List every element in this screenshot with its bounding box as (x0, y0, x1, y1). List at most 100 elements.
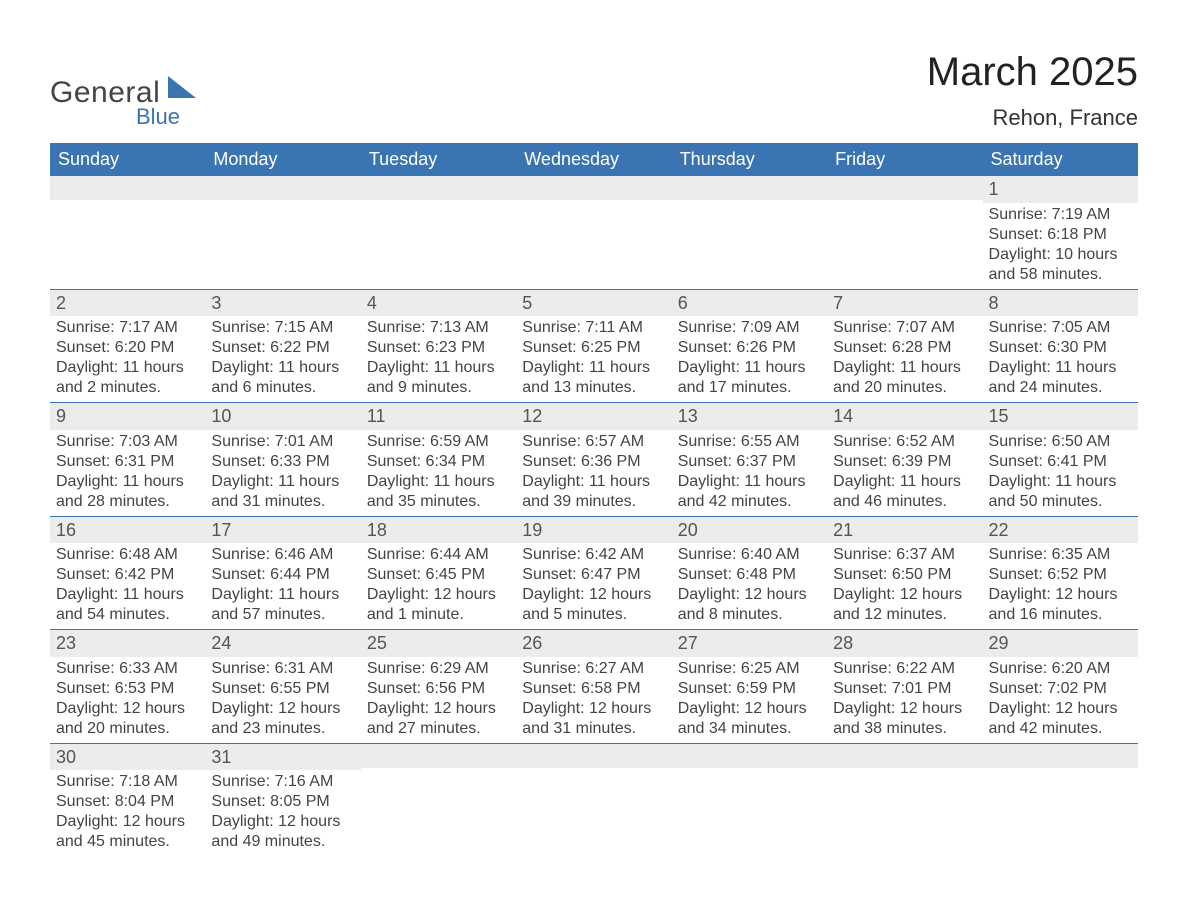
calendar-day-cell (672, 743, 827, 856)
sunset-line: Sunset: 6:52 PM (989, 565, 1132, 585)
day-number: 28 (827, 630, 982, 657)
day-header: Tuesday (361, 143, 516, 176)
day-number: 12 (516, 403, 671, 430)
sunset-line-label: Sunset: (989, 453, 1048, 470)
calendar-day-cell (516, 743, 671, 856)
sunset-line-label: Sunset: (56, 566, 115, 583)
sunrise-line-label: Sunrise: (833, 546, 896, 563)
sunrise-line-value: 7:16 AM (275, 773, 334, 790)
calendar-day-cell (50, 176, 205, 289)
day-number: 1 (983, 176, 1138, 203)
sunrise-line-label: Sunrise: (989, 319, 1052, 336)
sunrise-line: Sunrise: 6:27 AM (522, 659, 665, 679)
sunset-line-label: Sunset: (833, 680, 892, 697)
sunrise-line-value: 6:33 AM (119, 660, 178, 677)
sunset-line: Sunset: 8:04 PM (56, 792, 199, 812)
sunset-line-label: Sunset: (522, 680, 581, 697)
daylight-line: Daylight: 12 hours and 38 minutes. (833, 699, 976, 739)
daylight-line-label: Daylight: (678, 586, 745, 603)
calendar-day-cell: 19Sunrise: 6:42 AMSunset: 6:47 PMDayligh… (516, 516, 671, 630)
sunset-line: Sunset: 6:55 PM (211, 679, 354, 699)
day-details: Sunrise: 7:17 AMSunset: 6:20 PMDaylight:… (50, 316, 205, 402)
sunset-line-label: Sunset: (211, 680, 270, 697)
calendar-day-cell: 29Sunrise: 6:20 AMSunset: 7:02 PMDayligh… (983, 630, 1138, 744)
sunrise-line: Sunrise: 7:19 AM (989, 205, 1132, 225)
sunset-line-value: 6:34 PM (426, 453, 486, 470)
sunrise-line: Sunrise: 6:59 AM (367, 432, 510, 452)
day-number: 22 (983, 517, 1138, 544)
daylight-line-label: Daylight: (56, 700, 123, 717)
sunrise-line-value: 6:44 AM (430, 546, 489, 563)
sunset-line-label: Sunset: (56, 680, 115, 697)
sunrise-line-label: Sunrise: (56, 433, 119, 450)
daylight-line-label: Daylight: (522, 586, 589, 603)
calendar-day-cell: 30Sunrise: 7:18 AMSunset: 8:04 PMDayligh… (50, 743, 205, 856)
daylight-line: Daylight: 11 hours and 20 minutes. (833, 358, 976, 398)
daylight-line-label: Daylight: (211, 586, 278, 603)
day-details: Sunrise: 6:37 AMSunset: 6:50 PMDaylight:… (827, 543, 982, 629)
calendar-day-cell: 28Sunrise: 6:22 AMSunset: 7:01 PMDayligh… (827, 630, 982, 744)
calendar-day-cell: 13Sunrise: 6:55 AMSunset: 6:37 PMDayligh… (672, 403, 827, 517)
day-details: Sunrise: 7:13 AMSunset: 6:23 PMDaylight:… (361, 316, 516, 402)
calendar-day-cell: 12Sunrise: 6:57 AMSunset: 6:36 PMDayligh… (516, 403, 671, 517)
day-number (672, 176, 827, 200)
calendar-day-cell: 16Sunrise: 6:48 AMSunset: 6:42 PMDayligh… (50, 516, 205, 630)
sunrise-line-value: 6:52 AM (896, 433, 955, 450)
sunrise-line-label: Sunrise: (56, 319, 119, 336)
day-header: Wednesday (516, 143, 671, 176)
calendar-day-cell: 31Sunrise: 7:16 AMSunset: 8:05 PMDayligh… (205, 743, 360, 856)
sunrise-line-value: 7:18 AM (119, 773, 178, 790)
sunrise-line: Sunrise: 7:05 AM (989, 318, 1132, 338)
day-number: 30 (50, 744, 205, 771)
sunset-line-value: 6:59 PM (736, 680, 796, 697)
daylight-line-label: Daylight: (367, 473, 434, 490)
sunset-line: Sunset: 6:53 PM (56, 679, 199, 699)
daylight-line-label: Daylight: (56, 813, 123, 830)
sunset-line-value: 6:28 PM (892, 339, 952, 356)
sunrise-line-label: Sunrise: (367, 660, 430, 677)
sunrise-line-value: 6:25 AM (741, 660, 800, 677)
day-number (516, 744, 671, 768)
sunrise-line: Sunrise: 6:29 AM (367, 659, 510, 679)
day-details: Sunrise: 6:55 AMSunset: 6:37 PMDaylight:… (672, 430, 827, 516)
sunset-line-value: 6:56 PM (426, 680, 486, 697)
day-details (516, 768, 671, 846)
calendar-page: General Blue March 2025 Rehon, France Su… (0, 0, 1188, 918)
sunset-line-value: 6:31 PM (115, 453, 175, 470)
sunset-line: Sunset: 6:18 PM (989, 225, 1132, 245)
sunset-line: Sunset: 6:22 PM (211, 338, 354, 358)
day-number: 31 (205, 744, 360, 771)
day-details (50, 200, 205, 278)
sunset-line: Sunset: 6:23 PM (367, 338, 510, 358)
sunrise-line-label: Sunrise: (678, 319, 741, 336)
location-subtitle: Rehon, France (927, 105, 1138, 131)
calendar-day-cell: 1Sunrise: 7:19 AMSunset: 6:18 PMDaylight… (983, 176, 1138, 289)
sunset-line: Sunset: 6:33 PM (211, 452, 354, 472)
daylight-line-label: Daylight: (989, 246, 1056, 263)
sunrise-line: Sunrise: 7:16 AM (211, 772, 354, 792)
daylight-line-label: Daylight: (678, 473, 745, 490)
sunrise-line-value: 7:15 AM (275, 319, 334, 336)
sunset-line-value: 6:55 PM (270, 680, 330, 697)
calendar-day-cell: 6Sunrise: 7:09 AMSunset: 6:26 PMDaylight… (672, 289, 827, 403)
sunrise-line: Sunrise: 6:42 AM (522, 545, 665, 565)
day-details: Sunrise: 7:05 AMSunset: 6:30 PMDaylight:… (983, 316, 1138, 402)
day-details (672, 200, 827, 278)
day-number: 4 (361, 290, 516, 317)
daylight-line-label: Daylight: (989, 586, 1056, 603)
daylight-line: Daylight: 12 hours and 12 minutes. (833, 585, 976, 625)
day-number (672, 744, 827, 768)
daylight-line: Daylight: 11 hours and 17 minutes. (678, 358, 821, 398)
sunset-line-label: Sunset: (211, 793, 270, 810)
calendar-day-cell (672, 176, 827, 289)
day-number (516, 176, 671, 200)
sunset-line: Sunset: 6:58 PM (522, 679, 665, 699)
sunrise-line-value: 7:17 AM (119, 319, 178, 336)
sunrise-line: Sunrise: 6:22 AM (833, 659, 976, 679)
day-details: Sunrise: 7:19 AMSunset: 6:18 PMDaylight:… (983, 203, 1138, 289)
daylight-line: Daylight: 12 hours and 23 minutes. (211, 699, 354, 739)
sunset-line: Sunset: 6:39 PM (833, 452, 976, 472)
sunset-line: Sunset: 6:48 PM (678, 565, 821, 585)
sunset-line-label: Sunset: (833, 453, 892, 470)
day-header: Thursday (672, 143, 827, 176)
